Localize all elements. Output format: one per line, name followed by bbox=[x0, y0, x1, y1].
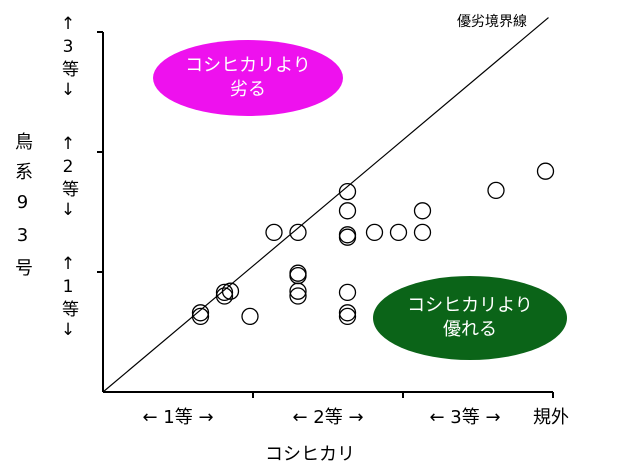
x-axis-title: コシヒカリ bbox=[265, 444, 355, 465]
y-axis-title: 鳥系93号 bbox=[12, 132, 33, 288]
point bbox=[487, 181, 505, 200]
boundary-line bbox=[102, 17, 549, 393]
point bbox=[389, 223, 408, 242]
point bbox=[413, 202, 432, 220]
point bbox=[338, 228, 357, 246]
point bbox=[265, 223, 283, 242]
point bbox=[365, 223, 384, 242]
annotation-ellipse bbox=[373, 276, 567, 360]
point bbox=[338, 182, 357, 201]
point bbox=[338, 307, 357, 326]
annotation-text: 優れる bbox=[443, 319, 497, 340]
point bbox=[338, 202, 357, 220]
x-grade-label: ← 3等 → bbox=[429, 407, 500, 428]
point bbox=[191, 304, 210, 322]
point bbox=[241, 307, 259, 326]
annotation-ellipse bbox=[153, 40, 343, 116]
annotation-text: コシヒカリより bbox=[185, 55, 311, 76]
point bbox=[215, 283, 234, 302]
y-grade-label: ↑3等↓ bbox=[58, 14, 79, 103]
annotation-text: 劣る bbox=[230, 79, 266, 100]
x-grade-label: ← 1等 → bbox=[142, 407, 213, 428]
point bbox=[289, 223, 307, 242]
point bbox=[536, 162, 555, 180]
point bbox=[221, 282, 240, 300]
point bbox=[289, 287, 307, 305]
boundary-label: 優劣境界線 bbox=[457, 14, 527, 30]
y-grade-label: ↑2等↓ bbox=[58, 134, 79, 223]
y-grade-label: ↑1等↓ bbox=[58, 254, 79, 343]
point bbox=[215, 287, 234, 305]
annotation-text: コシヒカリより bbox=[407, 295, 533, 316]
point bbox=[413, 223, 432, 242]
point bbox=[289, 282, 307, 300]
point bbox=[191, 307, 210, 326]
x-grade-label: ← 2等 → bbox=[292, 407, 363, 428]
point bbox=[338, 304, 357, 322]
x-grade-label: 規外 bbox=[533, 407, 569, 428]
point bbox=[338, 283, 357, 302]
